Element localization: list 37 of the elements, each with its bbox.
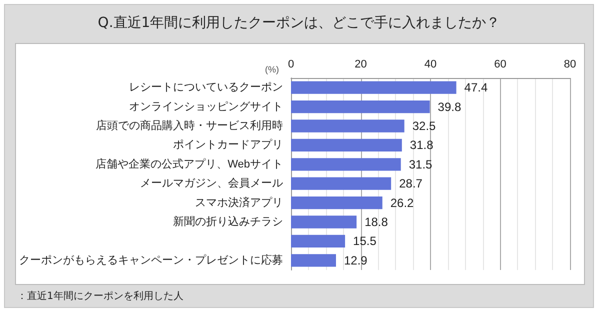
- x-tick-label: 20: [354, 58, 367, 70]
- bar: [291, 81, 456, 94]
- data-label: 47.4: [464, 80, 488, 95]
- y-tick-label: 新聞の折り込みチラシ: [173, 215, 283, 228]
- bar: [291, 254, 336, 267]
- bar: [291, 120, 404, 132]
- y-tick-label: 店頭での商品購入時・サービス利用時: [96, 119, 283, 132]
- bar: [291, 196, 382, 210]
- bar: [291, 216, 357, 228]
- bar: [291, 177, 392, 190]
- data-label: 18.8: [364, 215, 388, 229]
- x-tick-label: 0: [288, 58, 294, 70]
- data-label: 12.9: [344, 253, 368, 268]
- text: ：直近1年間にクーポンを利用した人: [17, 290, 184, 303]
- y-tick-label: クーポンがもらえるキャンペーン・プレゼントに応募: [19, 253, 283, 266]
- x-tick-label: 60: [494, 58, 506, 70]
- data-label: 31.5: [408, 157, 433, 172]
- y-tick-label: レシートについているクーポン: [129, 82, 283, 94]
- bar: [291, 234, 346, 248]
- x-axis-title: (%): [265, 64, 279, 74]
- x-tick-label: 40: [424, 58, 437, 70]
- data-label: 31.8: [410, 138, 434, 152]
- y-tick-label: オンラインショッピングサイト: [129, 100, 283, 113]
- y-tick-label: 店舗や企業の公式アプリ、Webサイト: [96, 157, 283, 170]
- y-tick-label: ポイントカードアプリ: [173, 138, 283, 152]
- data-label: 39.8: [438, 100, 462, 114]
- y-tick-label: スマホ決済アプリ: [195, 196, 283, 209]
- bar: [291, 100, 430, 114]
- chart-title: Q.直近1年間に利用したクーポンは、どこで手に入れましたか？: [96, 14, 502, 32]
- data-label: 15.5: [353, 234, 377, 248]
- x-tick-label: 80: [564, 58, 576, 70]
- bar: [291, 138, 402, 152]
- y-tick-label: メールマガジン、会員メール: [140, 178, 283, 190]
- bar: [291, 158, 401, 171]
- data-label: 32.5: [412, 119, 436, 133]
- data-label: 28.7: [399, 176, 423, 191]
- data-label: 26.2: [390, 196, 414, 210]
